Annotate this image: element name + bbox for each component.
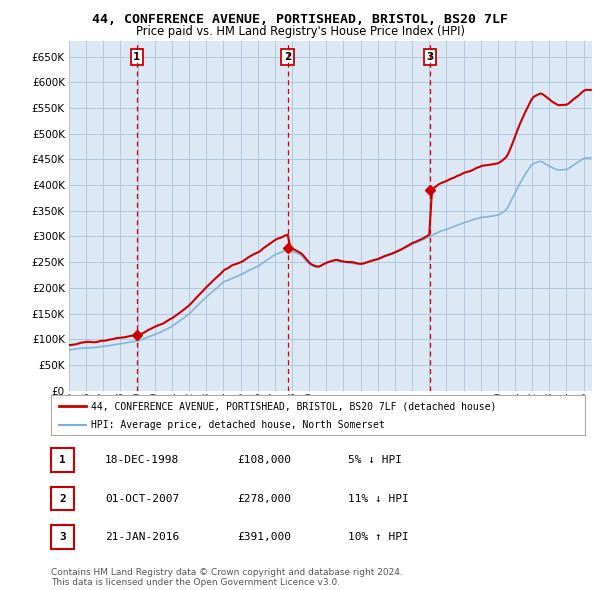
Text: 1: 1	[133, 52, 140, 62]
Text: 2: 2	[59, 494, 66, 503]
Text: HPI: Average price, detached house, North Somerset: HPI: Average price, detached house, Nort…	[91, 419, 385, 430]
Text: £108,000: £108,000	[237, 455, 291, 465]
Text: £278,000: £278,000	[237, 494, 291, 503]
Text: 1: 1	[59, 455, 66, 465]
Text: 44, CONFERENCE AVENUE, PORTISHEAD, BRISTOL, BS20 7LF (detached house): 44, CONFERENCE AVENUE, PORTISHEAD, BRIST…	[91, 401, 496, 411]
Text: 2: 2	[284, 52, 292, 62]
Text: 11% ↓ HPI: 11% ↓ HPI	[348, 494, 409, 503]
Text: 3: 3	[427, 52, 434, 62]
Text: Price paid vs. HM Land Registry's House Price Index (HPI): Price paid vs. HM Land Registry's House …	[136, 25, 464, 38]
Text: 10% ↑ HPI: 10% ↑ HPI	[348, 532, 409, 542]
Text: Contains HM Land Registry data © Crown copyright and database right 2024.
This d: Contains HM Land Registry data © Crown c…	[51, 568, 403, 587]
Text: 21-JAN-2016: 21-JAN-2016	[105, 532, 179, 542]
Text: 18-DEC-1998: 18-DEC-1998	[105, 455, 179, 465]
Text: 5% ↓ HPI: 5% ↓ HPI	[348, 455, 402, 465]
Text: 01-OCT-2007: 01-OCT-2007	[105, 494, 179, 503]
Text: 3: 3	[59, 532, 66, 542]
Text: 44, CONFERENCE AVENUE, PORTISHEAD, BRISTOL, BS20 7LF: 44, CONFERENCE AVENUE, PORTISHEAD, BRIST…	[92, 13, 508, 26]
Text: £391,000: £391,000	[237, 532, 291, 542]
